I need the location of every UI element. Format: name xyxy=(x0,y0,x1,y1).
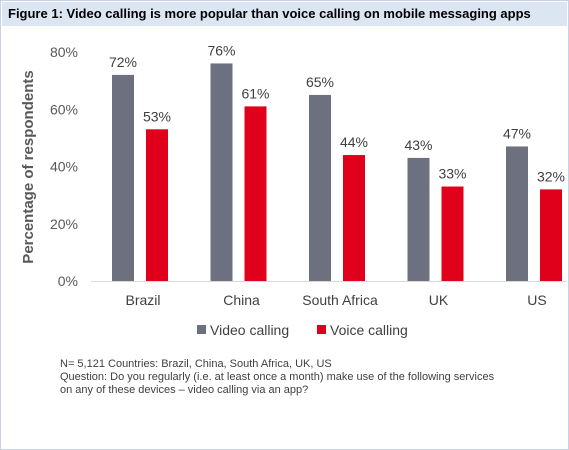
x-category-label: UK xyxy=(429,292,449,308)
data-label: 76% xyxy=(207,42,235,58)
notes-sample-line: N= 5,121 Countries: Brazil, China, South… xyxy=(60,358,332,370)
bar-voice-calling xyxy=(343,155,365,281)
data-label: 33% xyxy=(438,166,466,182)
y-tick-label: 80% xyxy=(50,44,78,60)
data-label: 32% xyxy=(537,168,565,184)
legend-label: Video calling xyxy=(210,322,289,338)
notes-question-line-cont: on any of these devices – video calling … xyxy=(60,384,309,396)
bar-voice-calling xyxy=(244,106,267,281)
x-category-label: Brazil xyxy=(125,292,160,308)
bar-video-calling xyxy=(407,157,430,281)
x-category-label: US xyxy=(527,292,546,308)
data-label: 43% xyxy=(404,137,432,153)
data-label: 47% xyxy=(503,125,531,141)
data-label: 44% xyxy=(340,134,368,150)
y-tick-label: 20% xyxy=(50,216,78,232)
legend-label: Voice calling xyxy=(330,322,408,338)
bar-voice-calling xyxy=(146,129,168,281)
bar-video-calling xyxy=(506,146,528,281)
data-label: 65% xyxy=(306,74,334,90)
bar-chart: 0% 20% 40% 60% 80% Percentage of respondents B… xyxy=(20,42,567,338)
data-labels: 72% 53% 76% 61% 65% 44% 43% 33% 47% 32% xyxy=(109,42,565,184)
data-label: 72% xyxy=(109,54,137,70)
x-category-label: South Africa xyxy=(302,292,378,308)
y-tick-label: 0% xyxy=(58,273,78,289)
y-axis-label: Percentage of respondents xyxy=(20,70,37,263)
bar-voice-calling xyxy=(540,189,562,281)
bar-voice-calling xyxy=(441,186,464,281)
figure-title-bar: Figure 1: Video calling is more popular … xyxy=(2,2,567,26)
bar-video-calling xyxy=(112,74,134,282)
x-category-label: China xyxy=(223,292,260,308)
legend-swatch-video-calling xyxy=(197,325,206,334)
bars xyxy=(112,63,562,282)
bar-video-calling xyxy=(309,94,331,281)
legend: Video calling Voice calling xyxy=(197,322,408,338)
notes-question-line: Question: Do you regularly (i.e. at leas… xyxy=(60,371,495,383)
data-label: 53% xyxy=(143,108,171,124)
legend-swatch-voice-calling xyxy=(317,325,326,334)
axes: 0% 20% 40% 60% 80% Percentage of respondents B… xyxy=(20,44,567,308)
y-tick-label: 60% xyxy=(50,101,78,117)
data-label: 61% xyxy=(241,85,269,101)
figure-notes: N= 5,121 Countries: Brazil, China, South… xyxy=(60,358,565,397)
bar-video-calling xyxy=(210,63,233,282)
y-tick-label: 40% xyxy=(50,159,78,175)
figure-title: Figure 1: Video calling is more popular … xyxy=(8,6,531,21)
